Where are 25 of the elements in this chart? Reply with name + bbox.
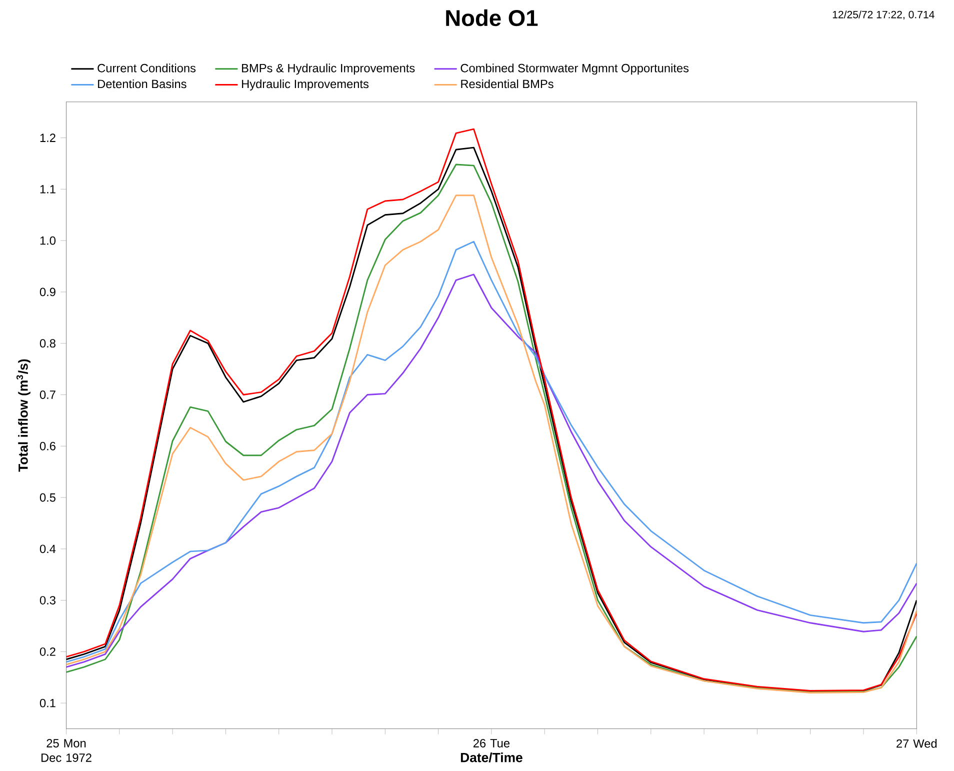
y-axis-title: Total inflow (m$^{3}$/s) (16, 359, 30, 472)
y-tick-label: 1.0 (40, 236, 56, 245)
y-tick-label: 0.3 (40, 596, 56, 604)
y-tick-label: 1.2 (40, 134, 56, 142)
y-tick-label: 0.9 (40, 288, 56, 296)
legend-label: Current Conditions (98, 63, 196, 72)
y-tick-label: 0.5 (40, 493, 56, 502)
y-tick-label: 0.7 (40, 390, 56, 399)
x-tick-label: 26 Tue (473, 738, 510, 748)
y-tick-label: 0.4 (40, 544, 56, 553)
legend-label: BMPs & Hydraulic Improvements (242, 63, 415, 75)
legend-label: Detention Basins (98, 79, 186, 88)
legend-label: Residential BMPs (461, 79, 554, 88)
y-tick-label: 1.1 (40, 184, 56, 194)
text: 12/25/72 17:22, 0.714 (832, 10, 934, 20)
legend-label: Combined Stormwater Mgmnt Opportunites (460, 63, 689, 75)
y-tick-label: 0.2 (40, 647, 56, 656)
chart-title: Node O1 (446, 9, 538, 26)
y-tick-label: 0.8 (40, 339, 56, 348)
x-axis-title: Date/Time (460, 752, 522, 762)
y-tick-label: 0.6 (40, 442, 56, 450)
x-tick-label: 25 Mon Dec 1972 (42, 738, 92, 762)
x-tick-label: 27 Wed (896, 738, 937, 748)
legend-label: Hydraulic Improvements (242, 79, 369, 90)
y-tick-label: 0.1 (40, 698, 56, 708)
